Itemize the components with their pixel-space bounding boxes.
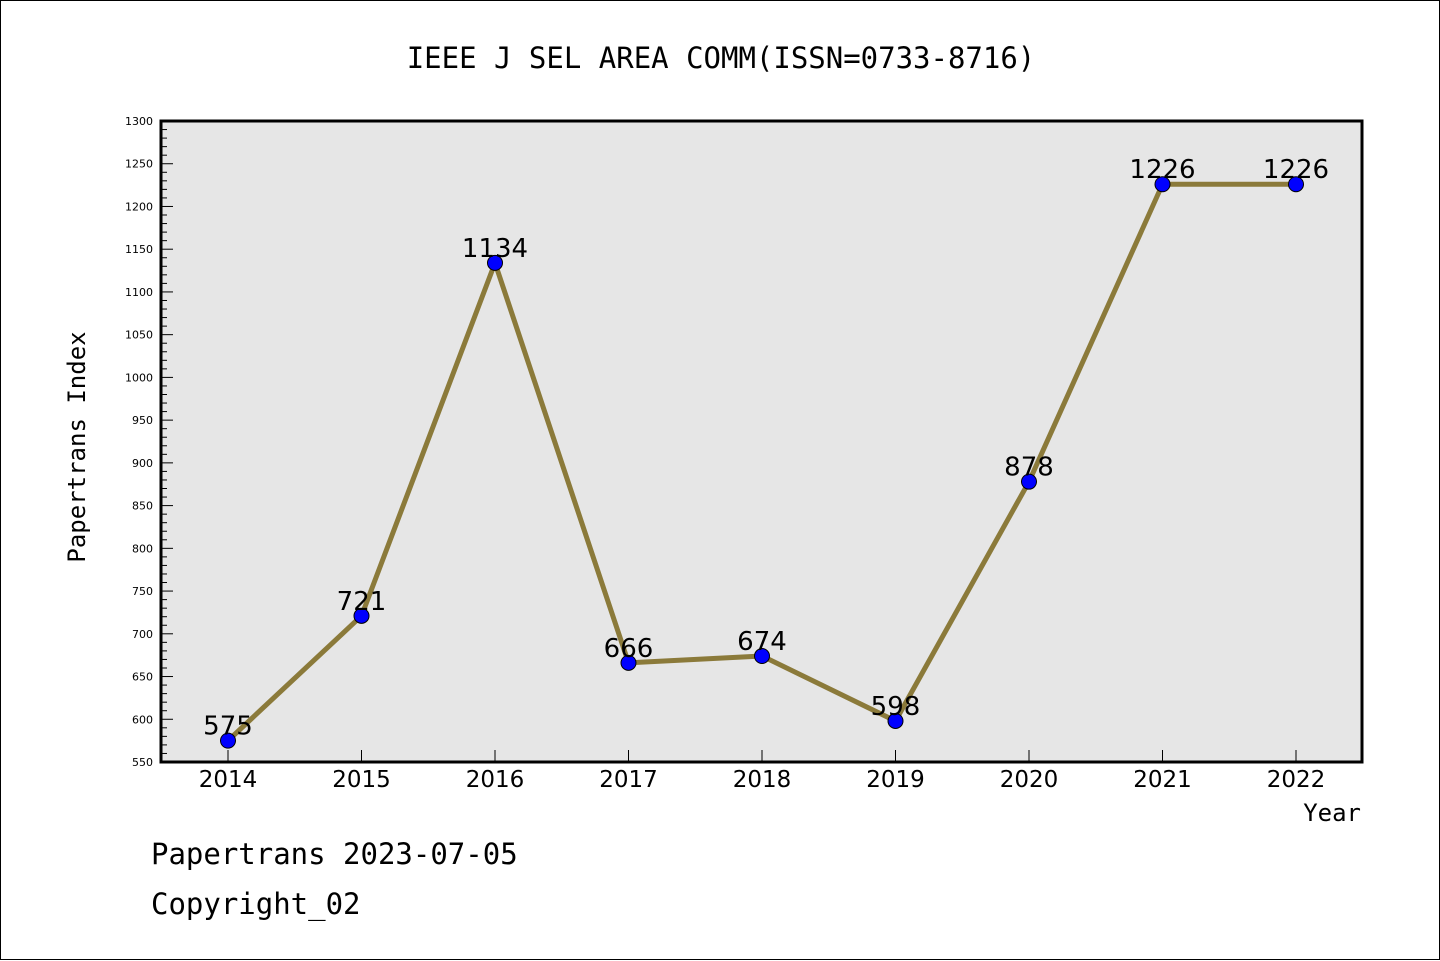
y-tick-label: 1100 — [125, 286, 153, 299]
x-tick-label: 2018 — [733, 767, 792, 793]
footer-date: Papertrans 2023-07-05 — [151, 837, 518, 871]
data-point — [620, 654, 637, 671]
y-tick-label: 800 — [132, 542, 153, 555]
y-axis: 550 600 650 700 750 800 850 900 950 1000 1050 1100 1… — [125, 115, 173, 769]
data-label: 575 — [203, 712, 253, 742]
y-tick-label: 950 — [132, 414, 153, 427]
x-tick-label: 2017 — [599, 767, 658, 793]
data-point — [487, 254, 503, 271]
y-tick-label: 700 — [132, 628, 153, 641]
data-point — [353, 607, 370, 624]
x-tick-label: 2021 — [1133, 767, 1192, 793]
y-tick-label: 1000 — [125, 371, 153, 384]
data-label: 666 — [604, 634, 654, 664]
x-tick-label: 2022 — [1267, 767, 1326, 793]
data-label: 721 — [337, 587, 387, 617]
x-tick-label: 2016 — [466, 767, 525, 793]
y-tick-label: 1050 — [125, 329, 153, 342]
data-point — [1021, 473, 1037, 490]
y-tick-label: 900 — [132, 457, 153, 470]
y-tick-label: 550 — [132, 756, 153, 769]
data-label: 1226 — [1129, 155, 1195, 185]
y-tick-label: 1150 — [125, 243, 153, 256]
data-label: 1226 — [1263, 155, 1329, 185]
series-layer: 575 721 1134 666 674 598 878 1226 1226 — [203, 155, 1329, 749]
data-point — [1288, 176, 1304, 193]
footer-copyright: Copyright_02 — [151, 887, 361, 921]
y-tick-label: 1300 — [125, 115, 153, 128]
chart-title: IEEE J SEL AREA COMM(ISSN=0733-8716) — [407, 41, 1036, 75]
x-tick-label: 2014 — [199, 767, 258, 793]
data-point — [1154, 176, 1171, 193]
y-tick-label: 650 — [132, 671, 153, 684]
x-tick-label: 2015 — [332, 767, 391, 793]
y-tick-label: 750 — [132, 585, 153, 598]
data-label: 878 — [1004, 453, 1054, 483]
y-axis-label: Papertrans Index — [63, 331, 91, 562]
plot-area — [159, 119, 1364, 764]
data-point — [220, 732, 236, 749]
data-label: 674 — [737, 627, 787, 657]
y-tick-label: 600 — [132, 713, 153, 726]
data-point — [887, 712, 904, 729]
y-tick-label: 850 — [132, 500, 153, 513]
y-tick-label: 1200 — [125, 200, 153, 213]
x-axis: 2014 2015 2016 2017 2018 2019 2020 2021 2022 — [199, 750, 1326, 793]
x-tick-label: 2019 — [866, 767, 925, 793]
x-axis-label: Year — [1303, 799, 1361, 827]
data-label: 598 — [871, 692, 921, 722]
data-label: 1134 — [462, 234, 528, 264]
y-tick-label: 1250 — [125, 158, 153, 171]
data-point — [754, 648, 770, 665]
x-tick-label: 2020 — [1000, 767, 1059, 793]
